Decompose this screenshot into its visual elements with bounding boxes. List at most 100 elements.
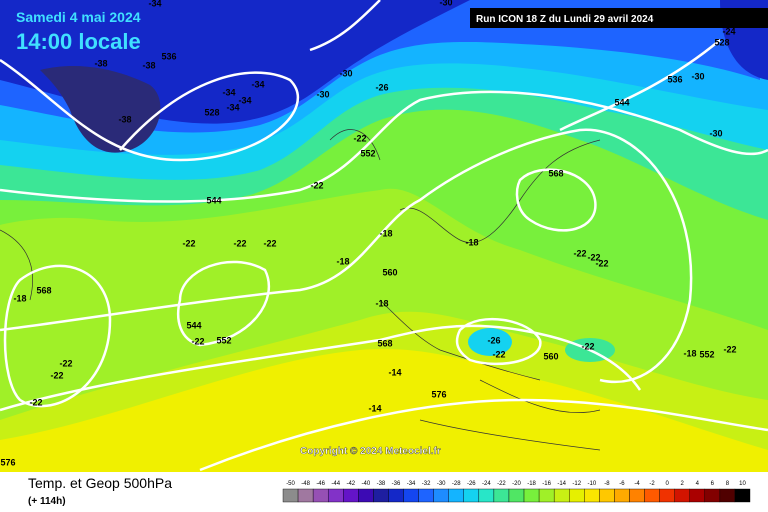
map-label: -38 <box>118 114 131 124</box>
map-label: 568 <box>377 338 392 348</box>
scale-label: -16 <box>542 481 551 487</box>
scale-label: -26 <box>467 481 476 487</box>
footer-title: Temp. et Geop 500hPa <box>28 475 172 491</box>
map-label: -18 <box>465 237 478 247</box>
map-label: -34 <box>238 95 251 105</box>
scale-swatch <box>343 488 359 503</box>
date: Samedi 4 mai 2024 <box>16 9 141 25</box>
map-label: -22 <box>353 133 366 143</box>
scale-swatch <box>538 488 555 503</box>
map-label: -22 <box>723 344 736 354</box>
map-label: -22 <box>29 397 42 407</box>
scale-swatch <box>629 488 645 503</box>
scale-label: -50 <box>286 481 295 487</box>
scale-label: 4 <box>696 481 700 487</box>
map-label: 544 <box>614 97 629 107</box>
map-label: -22 <box>233 238 246 248</box>
scale-swatch <box>614 488 630 503</box>
map-label: -34 <box>251 79 264 89</box>
scale-label: -48 <box>301 481 310 487</box>
scale-swatch <box>448 488 464 503</box>
scale-swatch <box>327 488 344 503</box>
scale-swatch <box>463 488 480 503</box>
scale-swatch <box>493 488 510 503</box>
scale-swatch <box>719 488 736 503</box>
run-box <box>470 8 768 28</box>
scale-label: -6 <box>619 481 625 487</box>
map-label: -18 <box>13 293 26 303</box>
scale-label: -36 <box>392 481 401 487</box>
map-label: -18 <box>379 228 392 238</box>
scale-label: 2 <box>681 481 685 487</box>
scale-label: 8 <box>726 481 730 487</box>
time: 14:00 locale <box>16 29 141 54</box>
scale-swatch <box>599 488 615 503</box>
run: Run ICON 18 Z du Lundi 29 avril 2024 <box>476 14 654 25</box>
map-label: 568 <box>548 168 563 178</box>
map-label: 552 <box>360 148 375 158</box>
map-label: 560 <box>382 267 397 277</box>
map-label: -22 <box>263 238 276 248</box>
scale-swatch <box>418 488 434 503</box>
map-label: -24 <box>722 26 735 36</box>
scale-label: 10 <box>739 481 746 487</box>
scale-swatch <box>523 488 540 503</box>
map-label: 568 <box>36 285 51 295</box>
scale-swatch <box>403 488 419 503</box>
scale-label: -18 <box>527 481 536 487</box>
scale-label: -44 <box>331 481 340 487</box>
map-label: -22 <box>581 341 594 351</box>
map-label: -14 <box>388 367 401 377</box>
scale-label: -40 <box>362 481 371 487</box>
copyright: Copyright © 2024 Meteociel.fr <box>300 446 441 457</box>
map-label: 560 <box>543 351 558 361</box>
map-label: -22 <box>587 252 600 262</box>
map-label: -22 <box>50 370 63 380</box>
map-label: -22 <box>191 336 204 346</box>
scale-swatch <box>644 488 660 503</box>
map-label: -22 <box>492 349 505 359</box>
map-label: -18 <box>375 298 388 308</box>
map-label: -26 <box>487 335 500 345</box>
scale-label: -46 <box>316 481 325 487</box>
scale-swatch <box>553 488 570 503</box>
map-label: 536 <box>667 74 682 84</box>
color-scale: -50 -48 -46 -44 -42 -40 -38 -36 -34 -32 -30 -28 -26-… <box>282 481 751 503</box>
scale-swatch <box>659 488 675 503</box>
scale-label: -4 <box>634 481 640 487</box>
map-label: -22 <box>59 358 72 368</box>
scale-swatch <box>358 488 374 503</box>
map-label: 544 <box>186 320 201 330</box>
scale-swatch <box>734 488 751 503</box>
map-label: -34 <box>222 87 235 97</box>
map-background <box>0 0 768 472</box>
map-label: -30 <box>339 68 352 78</box>
map-label: 576 <box>431 389 446 399</box>
scale-label: -32 <box>422 481 431 487</box>
scale-label: -22 <box>497 481 506 487</box>
scale-label: 6 <box>711 481 715 487</box>
scale-label: -10 <box>587 481 596 487</box>
scale-label: -12 <box>572 481 581 487</box>
scale-swatch <box>373 488 389 503</box>
scale-label: -2 <box>649 481 655 487</box>
map-label: -38 <box>142 60 155 70</box>
map-label: -34 <box>226 102 239 112</box>
map-label: -34 <box>148 0 161 8</box>
scale-label: -38 <box>377 481 386 487</box>
map-label: -30 <box>316 89 329 99</box>
coastlines <box>0 129 601 451</box>
map-label: -30 <box>439 0 452 7</box>
scale-label: -34 <box>407 481 416 487</box>
scale-swatch <box>478 488 495 503</box>
map-label: 552 <box>699 349 714 359</box>
scale-swatch <box>433 488 449 503</box>
map-label: -30 <box>709 128 722 138</box>
map-label: 544 <box>206 195 221 205</box>
map-label: -22 <box>595 258 608 268</box>
scale-label: 0 <box>665 481 669 487</box>
scale-label: -20 <box>512 481 521 487</box>
map-label: -14 <box>368 403 381 413</box>
map-label: -22 <box>310 180 323 190</box>
